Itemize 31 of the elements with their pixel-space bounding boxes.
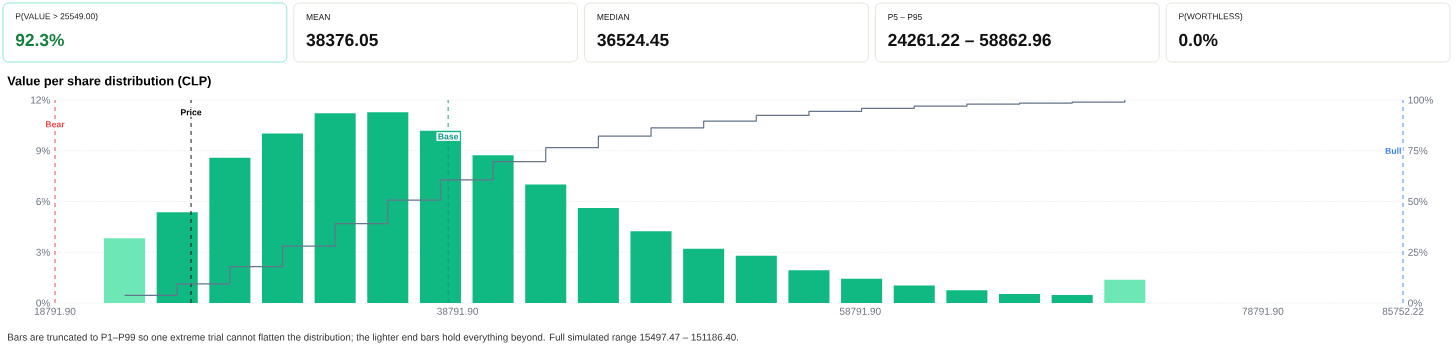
y-tick-label: 3% [36, 248, 50, 256]
y2-tick-label: 75% [1408, 147, 1428, 155]
text: 92.3% [15, 33, 64, 47]
y-tick-label: 0% [36, 299, 50, 307]
ref-line-label: Price [181, 109, 202, 116]
y-tick-label: 6% [36, 197, 50, 206]
x-tick-label: 78791.90 [1242, 307, 1284, 315]
text: Bars are truncated to P1–P99 so one extreme trial cannot flatten the distribution; the lighter end bars hold everything beyond. Full simulated range 15497.47 – 151186.40. [8, 333, 738, 343]
y2-tick-label: 0% [1408, 299, 1422, 307]
ref-line-label: Bear [45, 121, 65, 128]
ref-line-label: Base [438, 133, 459, 140]
ref-line-label: Bull [1385, 147, 1401, 154]
text: 36524.45 [597, 33, 669, 47]
text: P(WORTHLESS) [1179, 13, 1243, 21]
chart-title: Value per share distribution (CLP) [7, 76, 211, 88]
x-tick-label: 18791.90 [34, 307, 76, 315]
text: MEDIAN [597, 14, 629, 20]
text: P5 – P95 [888, 14, 922, 20]
y2-tick-label: 25% [1408, 248, 1428, 256]
y2-tick-label: 50% [1408, 197, 1428, 206]
y-tick-label: 9% [36, 147, 50, 155]
text: MEAN [306, 14, 330, 20]
x-tick-label: 85752.22 [1382, 307, 1424, 315]
y2-tick-label: 100% [1408, 96, 1433, 104]
text: 24261.22 – 58862.96 [888, 33, 1051, 47]
text: 38376.05 [306, 33, 378, 47]
y-tick-label: 12% [31, 96, 50, 104]
text: 0.0% [1179, 33, 1218, 47]
x-tick-label: 58791.90 [839, 307, 881, 315]
text: P(VALUE > 25549.00) [15, 13, 98, 21]
x-tick-label: 38791.90 [437, 307, 479, 315]
